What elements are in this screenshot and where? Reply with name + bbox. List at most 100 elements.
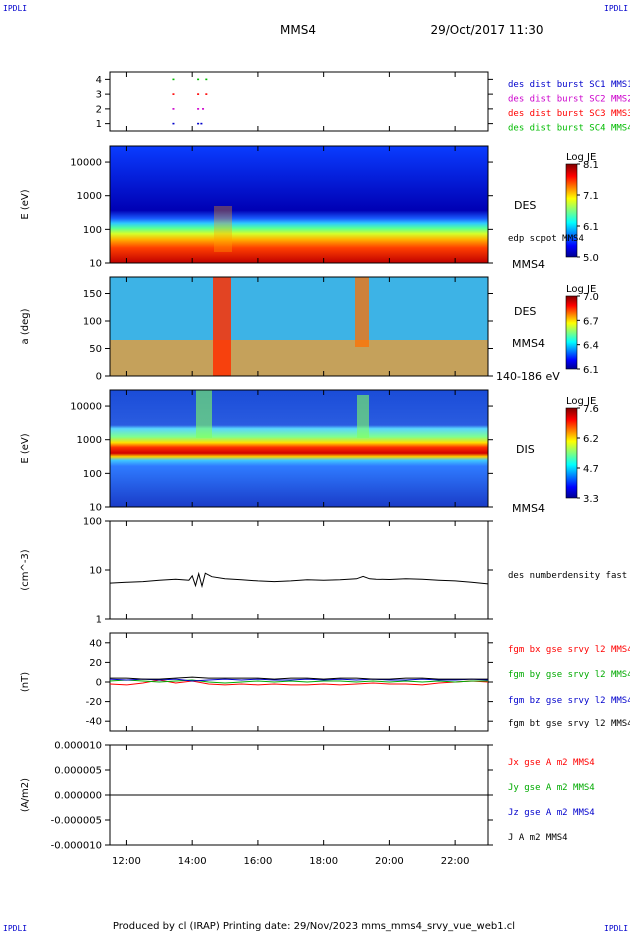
legend-label: des dist burst SC1 MMS1 — [508, 80, 630, 90]
y-tick-label: 2 — [96, 104, 102, 115]
panel-density-frame — [109, 520, 489, 620]
colorbar-tick-label: 7.1 — [583, 191, 599, 202]
series-line — [109, 679, 488, 684]
y-tick-label: 50 — [89, 344, 102, 355]
y-tick-label: 1 — [96, 615, 102, 626]
legend-label: fgm bx gse srvy l2 MMS4 — [508, 645, 630, 655]
panel-side-label: MMS4 — [512, 502, 545, 515]
x-tick-label: 14:00 — [178, 856, 207, 867]
legend-label: des dist burst SC3 MMS3 — [508, 109, 630, 119]
legend-label: fgm bz gse srvy l2 MMS4 — [508, 696, 630, 706]
y-tick-label: 10000 — [70, 158, 102, 169]
legend-label: des dist burst SC4 MMS4 — [508, 124, 630, 134]
colorbar-tick-label: 7.6 — [583, 404, 599, 415]
colorbar-tick-label: 3.3 — [583, 494, 599, 505]
availability-mark — [202, 108, 205, 110]
colorbar-tick-label: 6.7 — [583, 316, 599, 327]
y-axis-label: E (eV) — [20, 433, 31, 463]
availability-mark — [205, 93, 208, 95]
colorbar-des-pitch — [565, 295, 578, 370]
colorbar-tick-label: 6.1 — [583, 222, 599, 233]
colorbar-title: Log JE — [566, 396, 596, 407]
corner-label-top-right: IPDLI — [604, 4, 628, 13]
spacecraft-title: MMS4 — [280, 23, 316, 37]
availability-mark — [172, 93, 175, 95]
panel-side-label: DIS — [516, 443, 535, 456]
dis-energy-frame — [109, 389, 489, 508]
legend-label: fgm bt gse srvy l2 MMS4 — [508, 719, 630, 729]
series-line — [109, 679, 489, 686]
y-axis-label: (nT) — [20, 672, 31, 692]
availability-mark — [197, 93, 200, 95]
y-tick-label: 100 — [83, 469, 102, 480]
y-tick-label: 100 — [83, 317, 102, 328]
availability-mark — [197, 122, 200, 125]
y-tick-label: 10 — [89, 566, 102, 577]
colorbar-des-energy — [565, 163, 578, 258]
colorbar-title: Log JE — [566, 152, 596, 163]
des-energy-burst — [214, 206, 232, 252]
corner-label-bottom-left: IPDLI — [3, 924, 27, 933]
date-time: 29/Oct/2017 11:30 — [430, 23, 543, 37]
panel-sc-frame — [109, 71, 489, 132]
y-tick-label: 10 — [89, 259, 102, 270]
y-tick-label: 0 — [96, 678, 102, 689]
y-tick-label: 10 — [89, 503, 102, 514]
x-tick-label: 12:00 — [112, 856, 141, 867]
legend-label: Jz gse A m2 MMS4 — [508, 808, 595, 818]
des-pitch-frame — [109, 276, 489, 377]
y-tick-label: 3 — [96, 90, 102, 101]
panel-side-label: DES — [514, 199, 536, 212]
availability-mark — [200, 122, 203, 125]
series-line — [110, 676, 488, 680]
dis-energy-spectrogram — [110, 390, 488, 507]
legend-label: des dist burst SC2 MMS2 — [508, 95, 630, 105]
y-tick-label: 0.000010 — [54, 741, 102, 752]
series-line — [109, 571, 489, 589]
colorbar-tick-label: 8.1 — [583, 160, 599, 171]
x-tick-label: 16:00 — [243, 856, 272, 867]
y-axis-label: a (deg) — [20, 308, 31, 344]
y-tick-label: 100 — [83, 225, 102, 236]
colorbar-title: Log JE — [566, 284, 596, 295]
availability-mark — [205, 78, 208, 81]
y-tick-label: 0 — [96, 372, 102, 383]
y-tick-label: -0.000010 — [51, 841, 102, 852]
y-tick-label: 0.000005 — [54, 766, 102, 777]
dis-energy-burst — [196, 390, 212, 438]
availability-mark — [197, 78, 200, 81]
des-energy-spectrogram — [110, 146, 488, 263]
y-tick-label: 20 — [89, 658, 102, 669]
y-tick-label: 40 — [89, 638, 102, 649]
y-tick-label: 0.000000 — [54, 791, 102, 802]
colorbar-tick-label: 7.0 — [583, 292, 599, 303]
y-axis-label: (A/m2) — [20, 778, 31, 812]
des-pitch-burst — [213, 277, 231, 376]
panel-des-pitch — [109, 276, 489, 377]
availability-mark — [172, 122, 175, 125]
footer-credit: Produced by cl (IRAP) Printing date: 29/… — [113, 921, 515, 932]
panel-side-label: 140-186 eV — [496, 370, 560, 383]
availability-mark — [172, 78, 175, 81]
panel-side-label: MMS4 — [512, 258, 545, 271]
corner-label-top-left: IPDLI — [3, 4, 27, 13]
series-line — [109, 678, 489, 682]
panel-dis-energy — [109, 389, 489, 508]
des-pitch-burst-2 — [355, 277, 369, 347]
y-tick-label: -20 — [86, 697, 102, 708]
x-tick-label: 20:00 — [375, 856, 404, 867]
y-tick-label: -0.000005 — [51, 816, 102, 827]
dis-energy-burst-2 — [357, 395, 369, 438]
panel-side-label: MMS4 — [512, 337, 545, 350]
legend-label: fgm by gse srvy l2 MMS4 — [508, 670, 630, 680]
legend-label: Jy gse A m2 MMS4 — [508, 783, 595, 793]
panel-des-energy — [109, 145, 489, 264]
y-tick-label: 1000 — [77, 191, 102, 202]
y-axis-label: (cm^-3) — [20, 549, 31, 590]
legend-label: des numberdensity fast M — [508, 571, 630, 581]
legend-label: Jx gse A m2 MMS4 — [508, 758, 595, 768]
colorbar-tick-label: 6.4 — [583, 341, 599, 352]
availability-mark — [172, 108, 175, 110]
